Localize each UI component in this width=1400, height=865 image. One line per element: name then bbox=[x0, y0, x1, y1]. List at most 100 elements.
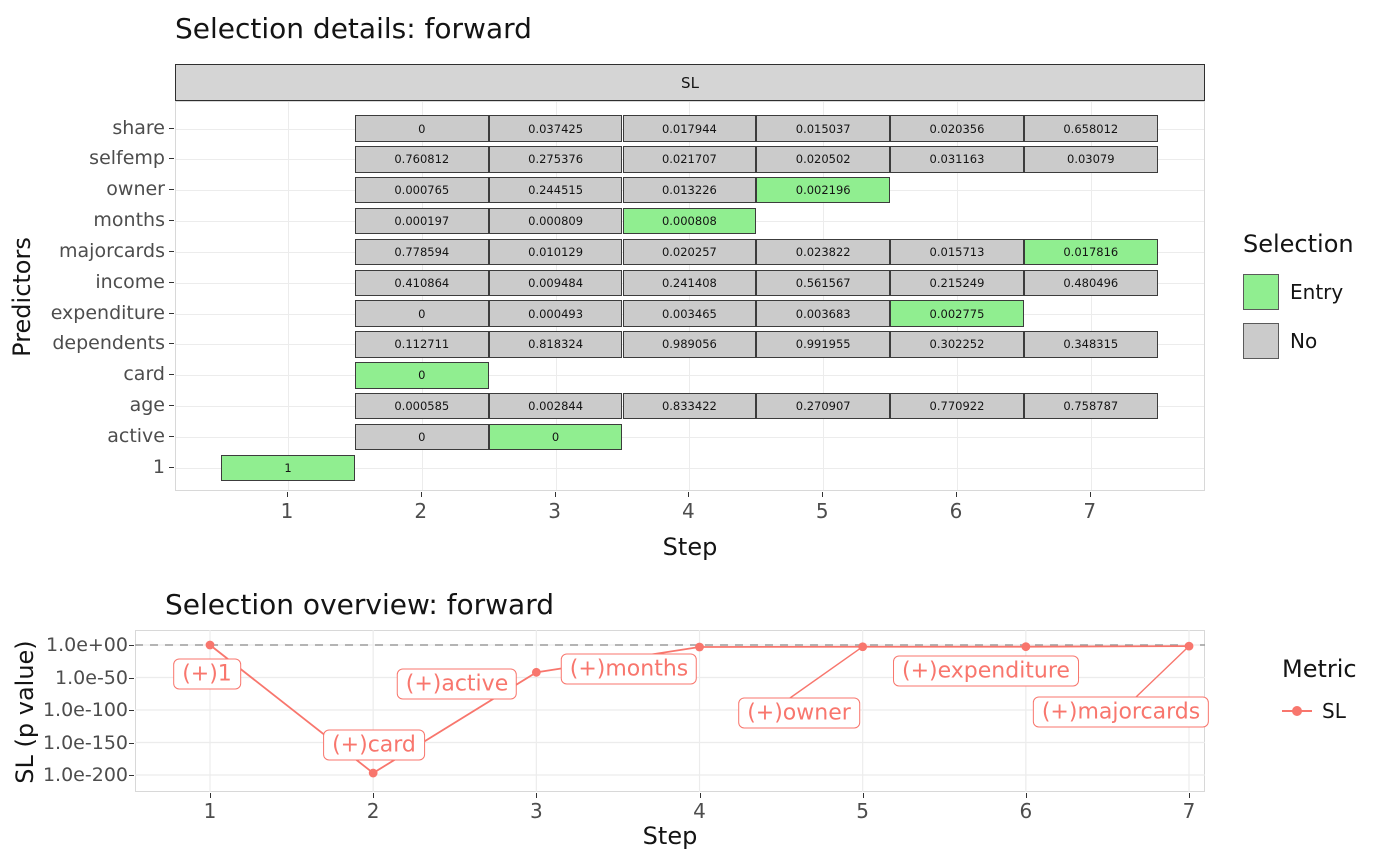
heatmap-cell: 0.480496 bbox=[1023, 269, 1158, 296]
tick-mark bbox=[129, 645, 134, 646]
metric-legend-title: Metric bbox=[1282, 655, 1357, 683]
heatmap-cell: 0.017944 bbox=[622, 115, 757, 142]
point-label: (+)owner bbox=[738, 697, 860, 729]
details-y-tick-label: active bbox=[107, 425, 165, 447]
details-y-tick-label: income bbox=[95, 270, 165, 293]
data-point bbox=[858, 642, 868, 652]
heatmap-cell: 0.037425 bbox=[488, 115, 623, 142]
tick-mark bbox=[169, 436, 174, 437]
details-x-tick-label: 2 bbox=[414, 499, 428, 523]
tick-mark bbox=[169, 343, 174, 345]
grid-line-horizontal bbox=[176, 467, 1204, 469]
point-label: (+)majorcards bbox=[1032, 696, 1210, 728]
data-point bbox=[205, 640, 215, 650]
tick-mark bbox=[1025, 793, 1027, 798]
legend-key-label: No bbox=[1290, 329, 1318, 353]
overview-y-tick-label: 1.0e+00 bbox=[45, 634, 128, 656]
grid-line-horizontal bbox=[176, 375, 1204, 377]
details-y-tick-label: majorcards bbox=[59, 239, 165, 262]
details-y-tick-label: share bbox=[112, 116, 165, 139]
heatmap-cell: 0.215249 bbox=[890, 269, 1024, 296]
details-x-tick-label: 5 bbox=[815, 499, 829, 523]
tick-mark bbox=[554, 492, 556, 497]
details-x-tick-label: 1 bbox=[280, 499, 294, 523]
legend-key-label: Entry bbox=[1290, 280, 1344, 304]
grid-line-vertical bbox=[823, 102, 825, 490]
tick-mark bbox=[169, 374, 174, 376]
point-label: (+)1 bbox=[173, 658, 241, 690]
selection-legend-title: Selection bbox=[1243, 230, 1354, 258]
heatmap-cell: 0 bbox=[354, 300, 489, 327]
heatmap-cell: 0.03079 bbox=[1023, 146, 1158, 173]
tick-mark bbox=[129, 677, 134, 679]
heatmap-cell: 0.000765 bbox=[354, 176, 489, 204]
heatmap-cell: 0.275376 bbox=[488, 146, 623, 173]
data-point bbox=[368, 768, 378, 778]
heatmap-cell: 0.003683 bbox=[756, 300, 891, 327]
heatmap-cell: 0.020356 bbox=[890, 115, 1024, 142]
heatmap-cell: 0.348315 bbox=[1023, 331, 1158, 358]
overview-x-tick-label: 7 bbox=[1182, 799, 1196, 823]
heatmap-cell: 0.770922 bbox=[890, 392, 1024, 420]
details-x-tick-label: 6 bbox=[949, 499, 963, 523]
heatmap-cell: 0 bbox=[354, 423, 489, 451]
tick-mark bbox=[688, 492, 690, 497]
tick-mark bbox=[210, 793, 211, 798]
overview-title: Selection overview: forward bbox=[165, 588, 555, 621]
tick-mark bbox=[1089, 492, 1091, 497]
heatmap-cell: 0 bbox=[354, 362, 489, 389]
details-y-tick-label: 1 bbox=[152, 455, 165, 478]
heatmap-cell: 0.818324 bbox=[488, 331, 623, 358]
heatmap-cell: 0.002844 bbox=[488, 392, 623, 420]
heatmap-cell: 0.410864 bbox=[354, 269, 489, 296]
grid-line-vertical bbox=[421, 102, 423, 490]
heatmap-cell: 0.002775 bbox=[890, 300, 1024, 327]
heatmap-cell: 0.302252 bbox=[890, 331, 1024, 358]
grid-line-vertical bbox=[288, 102, 289, 490]
label-connector-owner bbox=[789, 646, 864, 699]
overview-y-axis-title: SL (p value) bbox=[11, 640, 39, 784]
details-y-tick-label: card bbox=[123, 363, 165, 386]
tick-mark bbox=[822, 492, 824, 497]
heatmap-cell: 0.003465 bbox=[622, 300, 757, 327]
tick-mark bbox=[420, 492, 422, 497]
tick-mark bbox=[699, 793, 701, 798]
overview-x-tick-label: 3 bbox=[529, 799, 543, 823]
tick-mark bbox=[169, 312, 174, 314]
details-y-tick-label: expenditure bbox=[50, 301, 165, 324]
metric-legend-key: SL bbox=[1282, 699, 1357, 723]
legend-swatch-no bbox=[1243, 323, 1279, 359]
overview-y-tick-label: 1.0e-50 bbox=[55, 666, 128, 689]
heatmap-cell: 0.000808 bbox=[622, 207, 757, 235]
heatmap-cell: 0.000493 bbox=[488, 300, 623, 327]
overview-y-tick-label: 1.0e-100 bbox=[42, 699, 128, 721]
grid-line-vertical bbox=[957, 102, 958, 490]
heatmap-cell: 0.760812 bbox=[354, 146, 489, 173]
point-label: (+)expenditure bbox=[893, 655, 1079, 687]
heatmap-cell: 0.010129 bbox=[488, 238, 623, 266]
selection-legend-keys: Entry No bbox=[1243, 274, 1354, 359]
heatmap-cell: 0.270907 bbox=[756, 392, 891, 420]
heatmap-cell: 0.989056 bbox=[622, 331, 757, 358]
tick-mark bbox=[169, 405, 174, 407]
grid-line-vertical bbox=[555, 102, 557, 490]
details-x-tick-label: 7 bbox=[1083, 499, 1097, 523]
details-y-tick-label: dependents bbox=[52, 332, 165, 355]
selection-legend: Selection Entry No bbox=[1243, 230, 1354, 372]
details-y-tick-label: months bbox=[93, 209, 165, 232]
label-connector-majorcards bbox=[1134, 645, 1190, 699]
heatmap-cell: 0.000809 bbox=[488, 207, 623, 235]
point-label: (+)active bbox=[396, 668, 518, 700]
heatmap-cell: 0.002196 bbox=[756, 176, 891, 204]
overview-x-tick-label: 6 bbox=[1019, 799, 1033, 823]
tick-mark bbox=[169, 189, 174, 191]
heatmap-cell: 0.009484 bbox=[488, 269, 623, 296]
data-point bbox=[1021, 642, 1031, 652]
metric-legend: Metric SL bbox=[1282, 655, 1357, 736]
details-y-tick-label: selfemp bbox=[89, 147, 165, 170]
overview-x-tick-label: 2 bbox=[366, 799, 380, 823]
data-point bbox=[531, 667, 541, 677]
overview-y-tick-label: 1.0e-200 bbox=[42, 764, 128, 786]
heatmap-cell: 0.241408 bbox=[622, 269, 757, 296]
